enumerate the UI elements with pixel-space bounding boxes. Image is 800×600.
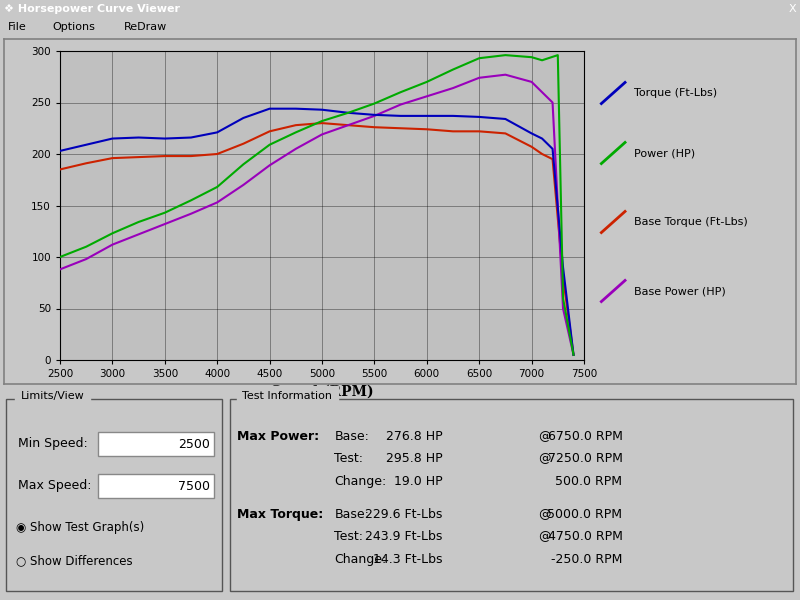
Text: Options: Options (52, 22, 95, 32)
Text: 7250.0 RPM: 7250.0 RPM (547, 452, 622, 466)
Text: X: X (788, 4, 796, 14)
Text: 276.8 HP: 276.8 HP (386, 430, 442, 443)
Text: @: @ (538, 530, 551, 544)
Text: 2500: 2500 (178, 437, 210, 451)
Text: Base:: Base: (334, 508, 370, 521)
Text: Base:: Base: (334, 430, 370, 443)
Text: ❖ Horsepower Curve Viewer: ❖ Horsepower Curve Viewer (4, 4, 180, 14)
Text: @: @ (538, 508, 551, 521)
Text: Change:: Change: (334, 553, 386, 566)
Text: 19.0 HP: 19.0 HP (394, 475, 442, 488)
Text: 14.3 Ft-Lbs: 14.3 Ft-Lbs (373, 553, 442, 566)
Text: Max Power:: Max Power: (237, 430, 319, 443)
Text: Test Information: Test Information (242, 391, 333, 401)
Text: 295.8 HP: 295.8 HP (386, 452, 442, 466)
Text: @: @ (538, 452, 551, 466)
Text: Base Torque (Ft-Lbs): Base Torque (Ft-Lbs) (634, 217, 747, 227)
Text: 500.0 RPM: 500.0 RPM (555, 475, 622, 488)
Text: Limits/View: Limits/View (21, 391, 85, 401)
Text: 243.9 Ft-Lbs: 243.9 Ft-Lbs (365, 530, 442, 544)
Text: Power (HP): Power (HP) (634, 148, 694, 158)
Text: 6750.0 RPM: 6750.0 RPM (547, 430, 622, 443)
Text: 4750.0 RPM: 4750.0 RPM (547, 530, 622, 544)
Text: ○ Show Differences: ○ Show Differences (16, 554, 133, 568)
Text: Test:: Test: (334, 452, 363, 466)
Text: Change:: Change: (334, 475, 386, 488)
Text: 5000.0 RPM: 5000.0 RPM (547, 508, 622, 521)
Text: 7500: 7500 (178, 479, 210, 493)
Text: Test:: Test: (334, 530, 363, 544)
Text: Base Power (HP): Base Power (HP) (634, 286, 726, 296)
Text: @: @ (538, 430, 551, 443)
Text: 229.6 Ft-Lbs: 229.6 Ft-Lbs (365, 508, 442, 521)
Text: Torque (Ft-Lbs): Torque (Ft-Lbs) (634, 88, 717, 98)
Text: Max Speed:: Max Speed: (18, 479, 92, 493)
Text: File: File (8, 22, 26, 32)
X-axis label: Speed (RPM): Speed (RPM) (270, 385, 374, 399)
Text: ◉ Show Test Graph(s): ◉ Show Test Graph(s) (16, 521, 144, 535)
Text: -250.0 RPM: -250.0 RPM (551, 553, 622, 566)
Text: Max Torque:: Max Torque: (237, 508, 323, 521)
Text: ReDraw: ReDraw (124, 22, 167, 32)
Text: Min Speed:: Min Speed: (18, 437, 88, 451)
